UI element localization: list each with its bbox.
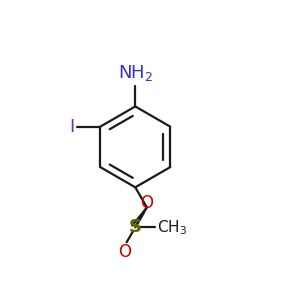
Text: NH$_2$: NH$_2$ xyxy=(118,63,153,83)
Text: S: S xyxy=(129,218,142,236)
Text: O: O xyxy=(140,194,153,211)
Text: O: O xyxy=(118,243,131,261)
Text: CH$_3$: CH$_3$ xyxy=(157,218,188,237)
Text: I: I xyxy=(70,118,75,136)
